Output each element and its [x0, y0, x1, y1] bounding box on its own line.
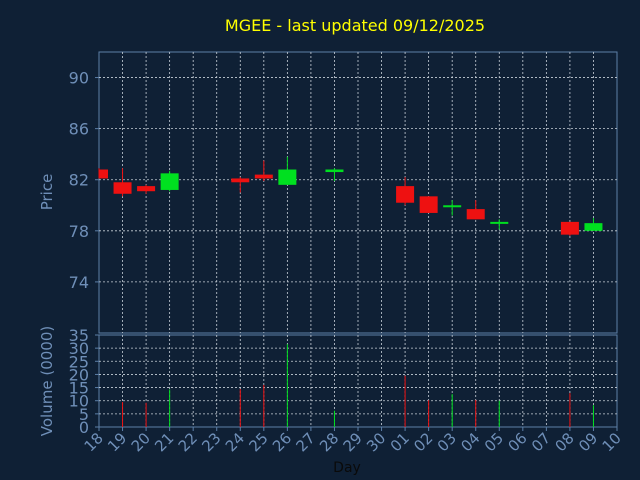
candle-body-down	[466, 209, 485, 220]
candle-body-down	[419, 196, 438, 213]
price-axis-label: Price	[38, 174, 56, 211]
volume-tick-label: 15	[69, 379, 89, 398]
volume-tick-label: 25	[69, 352, 89, 371]
x-tick-labels: 1819202122232425262728293001020304050607…	[81, 427, 625, 455]
price-tick-label: 86	[69, 120, 89, 139]
candle-body-up	[278, 169, 297, 185]
candle-body-up	[443, 205, 462, 208]
price-tick-label: 82	[69, 171, 89, 190]
volume-tick-label: 0	[79, 418, 89, 437]
volume-tick-label: 10	[69, 392, 89, 411]
candle-body-down	[231, 178, 250, 183]
volume-tick-label: 20	[69, 365, 89, 384]
candle-body-down	[396, 186, 415, 203]
volume-axis-label: Volume (0000)	[38, 326, 56, 436]
candle-body-down	[113, 182, 132, 194]
volume-tick-label: 5	[79, 405, 89, 424]
price-tick-label: 74	[69, 273, 89, 292]
price-tick-label: 90	[69, 69, 89, 88]
price-tick-label: 78	[69, 222, 89, 241]
price-panel: 74 78 82 86 90	[69, 51, 618, 334]
candle-body-up	[160, 173, 179, 190]
x-axis-label: Day	[333, 460, 361, 476]
candle-body-down	[99, 169, 108, 179]
candle-body-up	[490, 221, 509, 224]
chart-title: MGEE - last updated 09/12/2025	[225, 16, 485, 35]
candle-body-down	[254, 174, 273, 179]
candle-body-down	[560, 221, 579, 235]
volume-tick-label: 35	[69, 326, 89, 345]
candle-body-up	[325, 169, 344, 173]
candle-body-up	[584, 223, 603, 231]
volume-tick-label: 30	[69, 339, 89, 358]
candle-body-down	[137, 186, 156, 192]
